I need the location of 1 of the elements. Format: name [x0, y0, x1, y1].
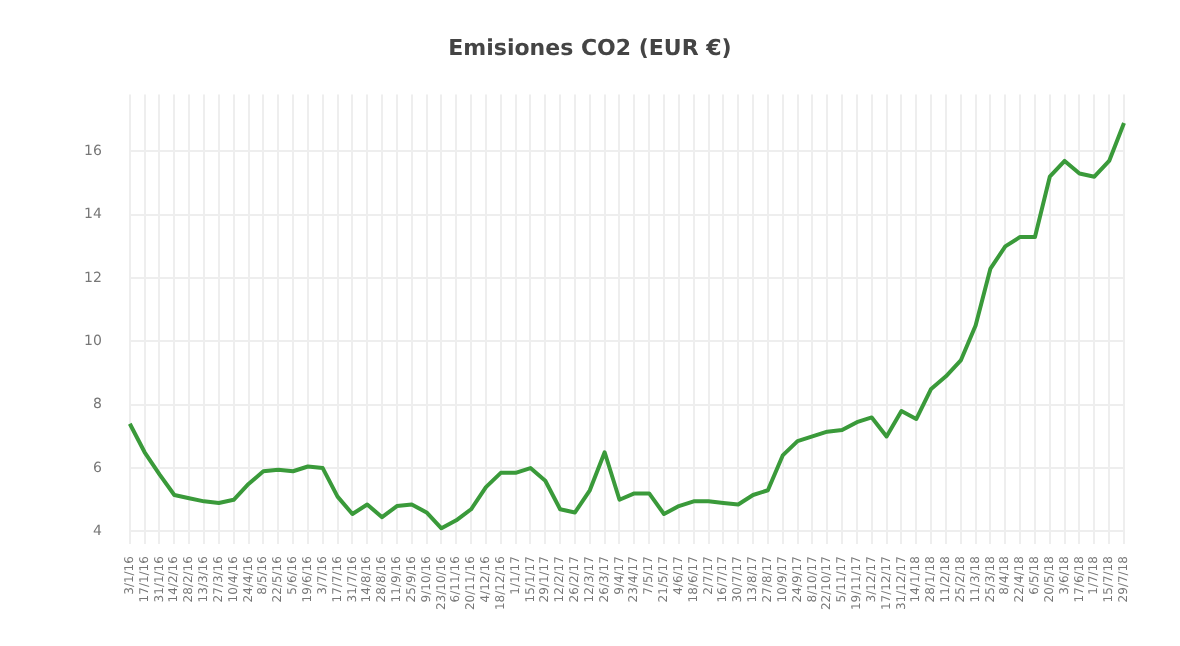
chart-title: Emisiones CO2 (EUR €)	[448, 34, 732, 61]
